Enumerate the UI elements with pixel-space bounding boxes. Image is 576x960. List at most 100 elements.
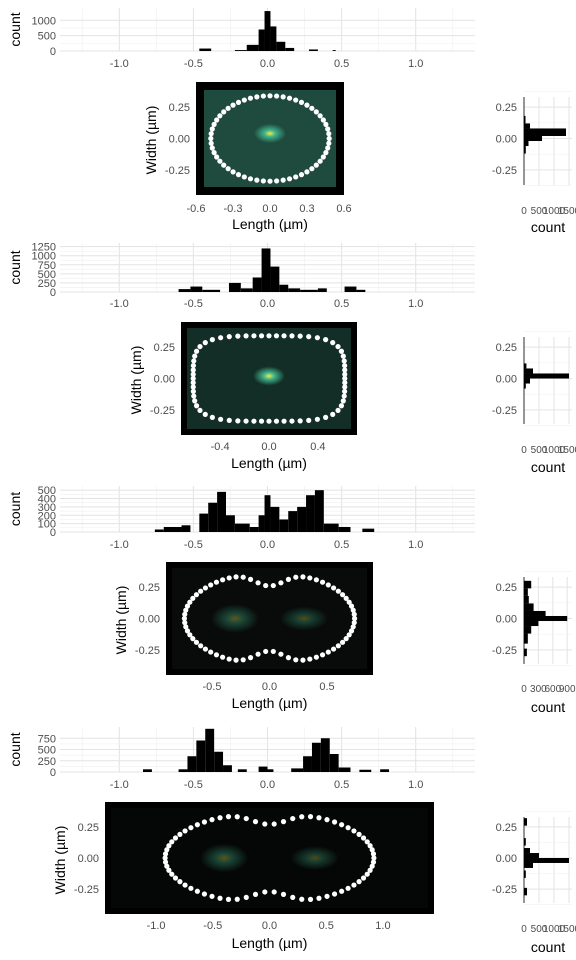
outline-dot [304,102,310,108]
right-hist-xtick-label: 600 [544,684,561,695]
outline-dot [360,875,367,881]
outline-dot [266,418,272,424]
outline-dot [320,154,326,160]
right-hist-xtick-label: 0 [521,684,527,695]
top-hist-ytick-label: 750 [38,733,56,745]
top-hist-bar [228,282,241,292]
outline-dot [313,162,319,168]
top-hist-bar [359,769,372,772]
outline-dot [338,403,345,409]
top-hist-ytick-label: 1250 [32,242,56,254]
outline-dot [319,652,326,658]
top-hist-ytick-label: 400 [38,494,56,506]
right-hist-bar [524,588,528,596]
heatmap-xlabel: Length (µm) [231,455,307,471]
outline-dot [339,639,346,645]
outline-dot [342,384,348,390]
top-hist-ytick-label: 300 [38,502,56,514]
outline-dot [235,172,242,178]
outline-dot [226,656,232,662]
top-hist-xtick-label: 0.0 [260,779,275,791]
outline-dot [351,611,357,617]
right-hist-xtick-label: 500 [531,445,548,456]
outline-dot [251,333,257,339]
top-hist-bar [270,26,277,51]
top-hist-bar [329,754,339,772]
outline-dot [208,649,214,655]
top-hist-bar [163,526,182,532]
outline-dot [290,894,296,901]
top-hist-xtick-label: -1.0 [110,539,129,551]
outline-dot [323,149,329,156]
right-hist-xtick-label: 0 [521,924,527,935]
outline-dot [313,654,319,660]
outline-dot [190,371,196,377]
heatmap-xtick-label: -0.5 [203,681,222,693]
outline-dot [208,135,214,142]
outline-dot [208,131,214,137]
outline-dot [370,859,377,865]
heatmap-xtick-label: 0.0 [262,203,277,215]
outline-dot [280,177,286,183]
top-hist-bar [338,526,351,532]
top-hist-ytick-label: 1000 [32,251,56,263]
heatmap-field [172,568,367,669]
outline-dot [371,855,377,861]
heatmap: -0.6 -0.3 0.0 0.3 0.6 -0.25 0.00 0.25 Length (µm… [143,82,352,232]
right-hist-xlabel: count [531,459,565,475]
outline-dot [297,333,303,339]
right-hist-bar [524,848,530,854]
outline-dot [184,603,191,609]
outline-dot [352,615,358,622]
heatmap-ytick-label: 0.00 [139,614,160,626]
outline-dot [194,822,200,828]
heatmap-ylabel: Width (µm) [113,586,129,655]
outline-dot [198,588,204,594]
heatmap-ytick-label: -0.25 [74,884,99,896]
top-hist-bar [264,11,271,52]
right-hist-ytick-label: 0.00 [496,614,517,626]
heatmap-ytick-label: 0.25 [139,582,160,594]
right-hist-bar [524,838,526,846]
right-hist-bar [524,648,527,657]
right-hist-bar [524,141,529,147]
top-hist-bar [217,491,226,532]
heatmap-xtick-label: -0.4 [211,441,230,453]
outline-dot [326,131,332,137]
top-hist-bar [246,44,259,51]
top-hist-bar [223,765,232,772]
outline-dot [335,643,341,649]
outline-dot [290,815,296,822]
right-hist-bar [524,603,534,611]
right-hist-bar [524,368,533,374]
right-hist-bar [524,615,568,622]
heatmap-xtick-label: 0.5 [319,920,334,932]
outline-dot [230,169,236,175]
outline-dot [172,875,179,881]
top-hist-bar [154,529,164,532]
heatmap-ylabel: Width (µm) [52,826,68,895]
outline-dot [247,655,254,661]
density-hotspot [253,366,285,386]
outline-dot [217,895,223,901]
right-hist-bar [524,135,542,142]
outline-dot [225,814,232,820]
outline-dot [331,819,338,825]
top-hist-bar [314,490,324,532]
outline-dot [218,335,224,341]
outline-dot [235,333,241,339]
outline-dot [316,815,322,821]
top-hist-xtick-label: 0.5 [334,58,349,70]
top-hist-bar [285,47,295,51]
heatmap-xtick-label: -1.0 [147,920,166,932]
outline-dot [226,575,232,581]
outline-dot [243,815,249,822]
heatmap-ylabel: Width (µm) [128,346,144,415]
top-hist-ytick-label: 0 [50,46,56,58]
outline-dot [271,889,277,895]
outline-dot [309,166,315,172]
outline-dot [233,657,239,663]
top-hist-bar [309,49,318,51]
